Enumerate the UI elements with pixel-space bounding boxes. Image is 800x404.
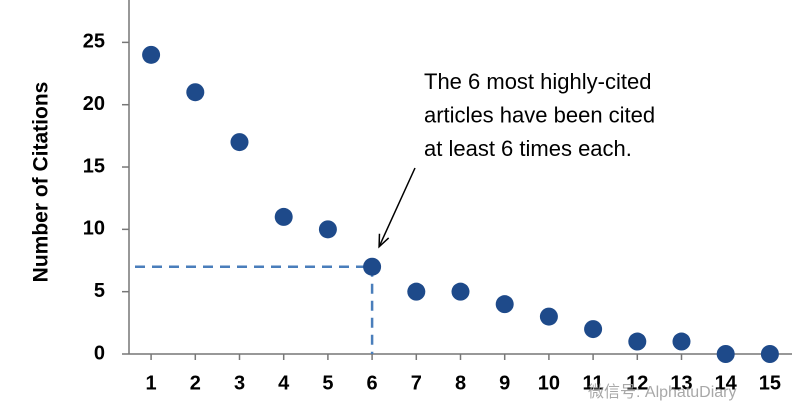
point [318,220,337,239]
x-tick-label: 4 [278,372,290,394]
point [672,332,691,351]
point [539,307,558,326]
x-tick-label: 5 [322,372,333,394]
point [495,295,514,314]
y-tick-label: 10 [83,218,105,240]
x-tick-label: 12 [626,372,648,394]
point [451,282,470,301]
point [142,45,161,64]
point [363,257,382,276]
x-tick-label: 2 [190,372,201,394]
point [407,282,426,301]
x-tick-label: 6 [367,372,378,394]
annotation: at least 6 times each. [424,136,632,161]
point [274,207,293,226]
arrow-head [378,233,390,249]
x-tick-label: 1 [146,372,157,394]
x-tick-label: 9 [499,372,510,394]
annotation: articles have been cited [424,102,655,127]
y-tick-label: 5 [94,280,105,302]
x-tick-label: 3 [234,372,245,394]
y-tick-label: 15 [83,155,105,177]
x-tick-label: 8 [455,372,466,394]
x-tick-label: 14 [715,372,738,394]
y-axis-label: Number of Citations [30,82,53,283]
y-tick-label: 20 [83,93,105,115]
point [716,345,735,363]
point [760,345,779,363]
annotation: The 6 most highly-cited [424,69,651,94]
x-tick-label: 13 [670,372,692,394]
point [584,320,603,339]
watermark: 微信号: AlphatuDiary [588,383,737,401]
y-tick-label: 25 [83,31,105,53]
point [628,332,647,351]
point [230,133,249,152]
x-tick-label: 10 [538,372,560,394]
x-tick-label: 7 [411,372,422,394]
annotation-arrow [378,167,416,248]
point [186,83,205,102]
x-tick-label: 11 [583,372,604,394]
y-tick-label: 0 [94,342,105,364]
x-tick-label: 15 [759,372,781,394]
